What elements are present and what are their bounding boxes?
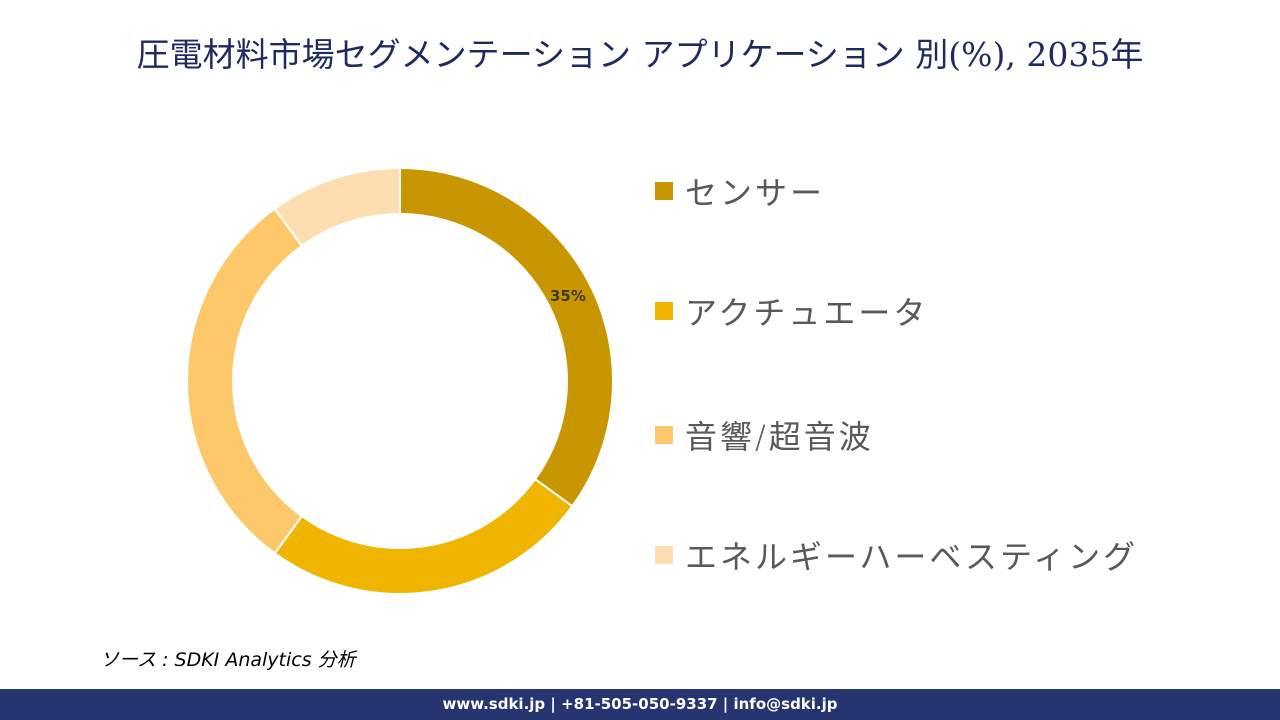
legend-item-actuator: アクチュエータ [655,288,928,334]
donut-segment [399,166,614,508]
donut-segment [186,207,304,555]
donut-svg [186,166,614,595]
legend-label: 音響/超音波 [685,418,874,456]
donut-segment [273,477,574,595]
legend-swatch-actuator [655,302,673,320]
donut-segment [273,166,401,248]
footer-contact: www.sdki.jp | +81-505-050-9337 | info@sd… [442,695,838,713]
chart-title: 圧電材料市場セグメンテーション アプリケーション 別(%), 2035年 [136,35,1144,74]
legend-label: エネルギーハーベスティング [685,538,1139,576]
footer-bar: www.sdki.jp | +81-505-050-9337 | info@sd… [0,689,1280,720]
legend-swatch-acoustic [655,426,673,444]
legend-swatch-energy-harvesting [655,546,673,564]
legend-label: センサー [685,174,826,212]
legend-item-energy-harvesting: エネルギーハーベスティング [655,532,1138,578]
legend-swatch-sensor [655,182,673,200]
legend-label: アクチュエータ [685,294,929,332]
data-label-sensor: 35% [550,287,586,305]
legend-item-sensor: センサー [655,168,825,214]
legend-item-acoustic: 音響/超音波 [655,412,874,458]
source-note: ソース : SDKI Analytics 分析 [100,649,356,671]
donut-chart: 35% [180,160,620,600]
